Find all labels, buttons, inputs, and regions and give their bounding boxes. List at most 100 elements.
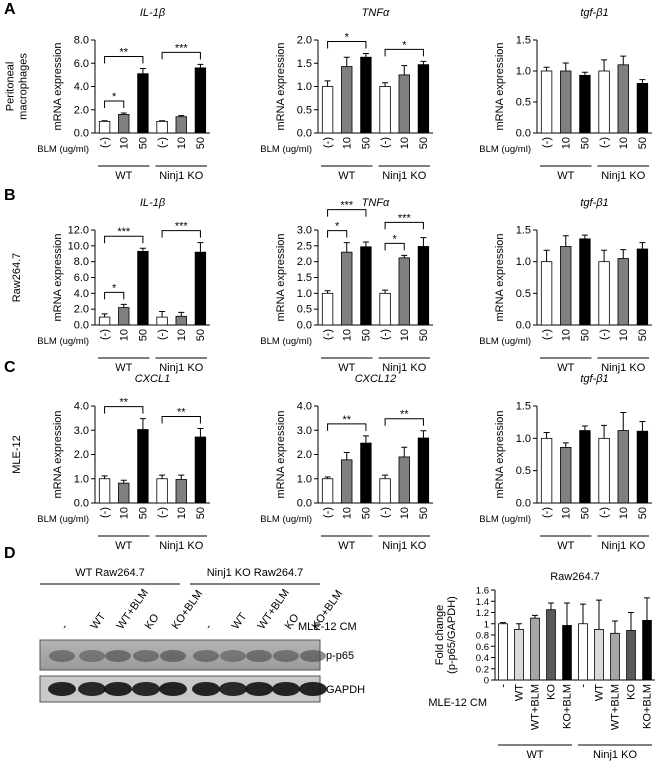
significance-bracket [104, 291, 125, 300]
x-tick-label: 50 [360, 137, 372, 149]
x-tick-label: (-) [157, 137, 169, 148]
bar [175, 315, 187, 326]
bar [360, 56, 372, 134]
error-bar [120, 479, 127, 484]
y-tick-label: 1.5 [297, 58, 312, 70]
x-tick-label: 50 [579, 137, 591, 149]
y-tick-label: 1.0 [516, 256, 531, 268]
band [192, 682, 220, 696]
band [219, 682, 247, 696]
y-axis-label: mRNA expression [494, 410, 506, 498]
y-tick-label: 2.0 [74, 104, 89, 116]
significance-label: ** [342, 414, 351, 426]
x-axis-label: BLM (ug/ml) [37, 336, 89, 347]
bar [341, 459, 353, 504]
significance-bracket [327, 40, 367, 49]
bar [598, 70, 610, 134]
error-bar [197, 428, 204, 438]
y-tick-label: 1.5 [516, 225, 531, 237]
x-tick-label: 50 [195, 137, 207, 149]
y-tick-label: 1.6 [476, 586, 489, 597]
row-label: Raw264.7 [11, 253, 23, 303]
x-tick-label: WT+BLM [610, 684, 622, 730]
panel-letter: B [4, 187, 16, 204]
chart-title: Raw264.7 [550, 571, 600, 583]
x-tick-label: - [578, 684, 590, 688]
y-axis-label: (p-p65/GAPDH) [446, 596, 458, 674]
error-bar [362, 435, 369, 444]
error-bar [197, 242, 204, 253]
error-bar [639, 421, 646, 432]
bar [498, 623, 508, 681]
bar [617, 430, 629, 504]
blot-group-label: WT Raw264.7 [75, 567, 145, 579]
significance-bracket [384, 221, 424, 230]
bar [610, 632, 620, 681]
lane-label: KO+BLM [170, 588, 206, 632]
x-tick-label: (-) [541, 507, 553, 518]
significance-label: * [345, 31, 350, 43]
x-tick-label: KO [546, 684, 558, 700]
error-bar [401, 446, 408, 457]
x-tick-label: 10 [560, 137, 572, 149]
lane-axis-label: MLE-12 CM [298, 621, 357, 633]
x-tick-label: 10 [560, 329, 572, 341]
bar [417, 246, 430, 326]
y-axis-label: mRNA expression [52, 233, 64, 321]
x-tick-label: (-) [599, 507, 611, 518]
y-tick-label: 0.4 [476, 653, 489, 664]
x-tick-label: WT [594, 684, 606, 701]
error-bar [581, 234, 588, 239]
x-tick-label: (-) [380, 329, 392, 340]
x-tick-label: 50 [418, 507, 430, 519]
x-tick-label: (-) [541, 329, 553, 340]
band [300, 650, 326, 662]
x-tick-label: (-) [599, 329, 611, 340]
bar [398, 74, 410, 134]
y-tick-label: 4.0 [74, 288, 89, 300]
bar [379, 86, 391, 134]
x-tick-label: 10 [118, 329, 130, 341]
bar [560, 246, 572, 326]
bar [417, 64, 430, 134]
group-label: WT [557, 170, 574, 182]
chart-title: CXCL12 [355, 373, 397, 385]
chart-title: CXCL1 [135, 373, 170, 385]
group-label: WT [526, 749, 543, 761]
bar [175, 116, 187, 134]
y-tick-label: 2.5 [297, 240, 312, 252]
lane-label: WT [230, 611, 250, 632]
group-label: Ninj1 KO [382, 362, 426, 374]
significance-bracket [384, 242, 405, 251]
x-tick-label: (-) [380, 137, 392, 148]
band [49, 650, 75, 662]
y-tick-label: 4.0 [297, 401, 312, 413]
error-bar [581, 71, 588, 76]
x-axis-label: BLM (ug/ml) [479, 144, 531, 155]
error-bar [420, 60, 427, 65]
significance-label: *** [175, 221, 189, 233]
significance-label: ** [400, 409, 409, 421]
significance-bracket [104, 235, 144, 244]
error-bar [543, 432, 550, 439]
error-bar [178, 311, 185, 317]
y-tick-label: 2.0 [297, 449, 312, 461]
error-bar [562, 235, 569, 247]
y-tick-label: 12.0 [68, 225, 89, 237]
bar [398, 257, 410, 326]
significance-bracket [384, 48, 424, 57]
bar [560, 70, 572, 134]
bar [540, 437, 553, 504]
significance-bracket [104, 406, 144, 414]
chart-title: IL-1β [140, 197, 166, 209]
y-axis-label: mRNA expression [52, 410, 64, 498]
x-tick-label: (-) [99, 329, 111, 340]
bar [118, 482, 130, 504]
error-bar [596, 599, 602, 630]
bar [321, 478, 334, 504]
error-bar [139, 247, 146, 252]
y-tick-label: 4.0 [74, 81, 89, 93]
y-tick-label: 1.5 [297, 272, 312, 284]
bar [514, 628, 524, 681]
bar [379, 292, 391, 326]
